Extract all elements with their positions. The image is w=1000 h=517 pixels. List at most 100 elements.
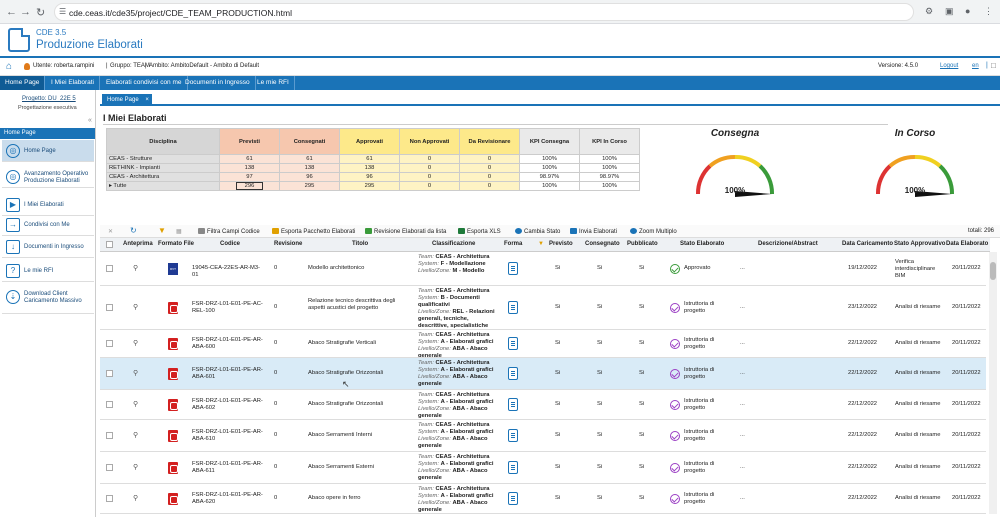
esporta-xls-button[interactable]: Esporta XLS [458, 228, 501, 235]
topnav-rfi[interactable]: Le mie RFI [252, 76, 295, 90]
pdf-file-icon[interactable] [168, 430, 178, 442]
form-document-icon[interactable] [508, 398, 518, 411]
col-consegnato[interactable]: Consegnato [585, 241, 620, 247]
rvt-file-icon[interactable]: RVT [168, 263, 178, 275]
esporta-pacchetto-button[interactable]: Esporta Pacchetto Elaborati [272, 228, 355, 235]
pdf-file-icon[interactable] [168, 368, 178, 380]
sidepanel-icon[interactable]: ▣ [945, 6, 954, 16]
row-checkbox[interactable] [106, 304, 113, 311]
sidebar-item-avanzamento[interactable]: ◎ Avanzamento Operativo Produzione Elabo… [2, 166, 94, 188]
fullscreen-icon[interactable]: □ [991, 61, 996, 70]
form-document-icon[interactable] [508, 337, 518, 350]
previsto-filter-icon[interactable]: ▼ [538, 241, 544, 247]
sidebar-collapse-icon[interactable]: « [88, 117, 92, 124]
form-document-icon[interactable] [508, 367, 518, 380]
preview-icon[interactable]: ⚲ [133, 304, 139, 311]
filtra-campi-button[interactable]: Filtra Campi Codice [198, 228, 260, 235]
topnav-home[interactable]: Home Page [0, 76, 46, 90]
form-document-icon[interactable] [508, 492, 518, 505]
revisione-lista-button[interactable]: Revisione Elaborati da lista [365, 228, 446, 235]
row-checkbox[interactable] [106, 265, 113, 272]
address-bar[interactable]: ☰ cde.ceas.it/cde35/project/CDE_TEAM_PRO… [54, 3, 914, 21]
row-checkbox[interactable] [106, 401, 113, 408]
form-document-icon[interactable] [508, 429, 518, 442]
row-checkbox[interactable] [106, 464, 113, 471]
table-row[interactable]: ⚲ FSR-DRZ-L01-E01-PE-AR-ABA-601 0 Abaco Str… [100, 358, 986, 390]
topnav-miei-elaborati[interactable]: I Miei Elaborati [46, 76, 100, 90]
col-stato[interactable]: Stato Elaborato [680, 241, 725, 247]
col-titolo[interactable]: Titolo [352, 241, 369, 247]
pdf-file-icon[interactable] [168, 399, 178, 411]
row-checkbox[interactable] [106, 340, 113, 347]
col-anteprima[interactable]: Anteprima [123, 241, 153, 247]
table-row[interactable]: ⚲ RVT 19045-CEA-22ES-AR-M3-01 0 Modello arch… [100, 252, 986, 286]
home-icon[interactable]: ⌂ [6, 61, 13, 72]
col-formato[interactable]: Formato File [158, 241, 195, 247]
col-descrizione[interactable]: Descrizione/Abstract [758, 241, 818, 247]
select-all-checkbox[interactable] [106, 241, 113, 248]
pdf-file-icon[interactable] [168, 462, 178, 474]
col-stato-approvativo[interactable]: Stato Approvativo [894, 241, 946, 247]
sidebar-item-documenti[interactable]: ↓ Documenti in Ingresso [2, 236, 94, 258]
refresh-icon[interactable]: ↻ [130, 226, 137, 235]
col-pubblicato[interactable]: Pubblicato [627, 241, 658, 247]
sidebar-item-condivisi[interactable]: → Condivisi con Me [2, 214, 94, 236]
site-info-icon[interactable]: ☰ [59, 7, 67, 16]
col-previsto[interactable]: Previsto [549, 241, 573, 247]
expand-icon[interactable]: ▸ [109, 183, 114, 189]
col-classificazione[interactable]: Classificazione [432, 241, 476, 247]
row-checkbox[interactable] [106, 432, 113, 439]
sidebar-item-home[interactable]: ◎ Home Page [2, 140, 94, 162]
filter-icon[interactable]: ▼ [158, 226, 166, 235]
extensions-icon[interactable]: ⚙ [925, 6, 934, 16]
grid-scrollbar[interactable] [989, 252, 997, 514]
table-row[interactable]: ⚲ FSR-DRZ-L01-E01-PE-AR-ABA-602 0 Abaco Str… [100, 390, 986, 420]
back-icon[interactable]: ← [6, 6, 17, 18]
preview-icon[interactable]: ⚲ [133, 401, 139, 408]
col-data-caricamento[interactable]: Data Caricamento [842, 241, 894, 247]
col-data-elaborato[interactable]: Data Elaborato [946, 241, 989, 247]
lang-link[interactable]: en [972, 63, 979, 69]
invia-elaborati-button[interactable]: Invia Elaborati [570, 228, 617, 235]
preview-icon[interactable]: ⚲ [133, 370, 139, 377]
table-row[interactable]: ⚲ FSR-DRZ-L01-E01-PE-AC-REL-100 0 Relazione… [100, 286, 986, 330]
table-row[interactable]: ⚲ FSR-DRZ-L01-E01-PE-AR-ABA-610 0 Abaco Ser… [100, 420, 986, 452]
cambia-stato-button[interactable]: Cambia Stato [515, 228, 560, 235]
close-tab-icon[interactable]: × [145, 97, 149, 103]
menu-icon[interactable]: ⋮ [984, 6, 993, 16]
reload-icon[interactable]: ↻ [36, 7, 46, 19]
col-codice[interactable]: Codice [220, 241, 241, 247]
preview-icon[interactable]: ⚲ [133, 432, 139, 439]
project-title[interactable]: Progetto: DU_22E 5 [22, 96, 76, 102]
form-document-icon[interactable] [508, 262, 518, 275]
sidebar-item-rfi[interactable]: ? Le mie RFI [2, 260, 94, 282]
sidebar-header[interactable]: Home Page [0, 128, 95, 139]
form-document-icon[interactable] [508, 461, 518, 474]
col-revisione[interactable]: Revisione [274, 241, 303, 247]
pdf-file-icon[interactable] [168, 338, 178, 350]
table-row[interactable]: ⚲ FSR-DRZ-L01-E01-PE-AR-ABA-600 0 Abaco Str… [100, 330, 986, 358]
topnav-condivisi[interactable]: Elaborati condivisi con me [101, 76, 188, 90]
sidebar-item-download[interactable]: ⇣ Download Client Caricamento Massivo [2, 286, 94, 314]
tab-home[interactable]: Home Page × [102, 94, 152, 106]
clear-filter-icon[interactable]: ✕ [108, 229, 114, 235]
preview-icon[interactable]: ⚲ [133, 340, 139, 347]
col-forma[interactable]: Forma [504, 241, 523, 247]
table-row[interactable]: ⚲ FSR-DRZ-L01-E01-PE-AR-ABA-620 0 Abaco ope… [100, 484, 986, 514]
form-document-icon[interactable] [508, 301, 518, 314]
topnav-documenti-ingresso[interactable]: Documenti in Ingresso [180, 76, 256, 90]
scrollbar-thumb[interactable] [990, 262, 996, 280]
preview-icon[interactable]: ⚲ [133, 495, 139, 502]
zoom-multiplo-button[interactable]: Zoom Multiplo [630, 228, 677, 235]
columns-icon[interactable]: ▦ [176, 229, 182, 235]
table-row[interactable]: ⚲ FSR-DRZ-L01-E01-PE-AR-ABA-611 0 Abaco Ser… [100, 452, 986, 484]
preview-icon[interactable]: ⚲ [133, 464, 139, 471]
pdf-file-icon[interactable] [168, 302, 178, 314]
sidebar-item-miei-elaborati[interactable]: ▶ I Miei Elaborati [2, 194, 94, 216]
forward-icon[interactable]: → [20, 6, 31, 18]
pdf-file-icon[interactable] [168, 493, 178, 505]
preview-icon[interactable]: ⚲ [133, 265, 139, 272]
row-checkbox[interactable] [106, 495, 113, 502]
profile-icon[interactable]: ● [965, 6, 971, 16]
logout-link[interactable]: Logout [940, 63, 959, 69]
